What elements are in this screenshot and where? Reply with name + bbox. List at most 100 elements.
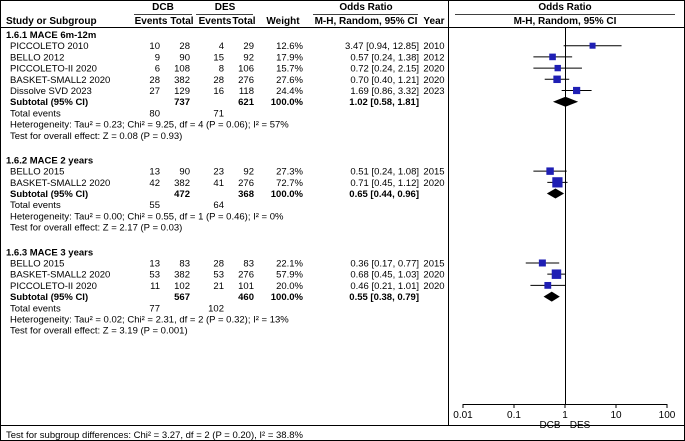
header-or-method-right: M-H, Random, 95% CI (514, 16, 617, 27)
des-events: 28 (213, 258, 224, 269)
x-axis-tick-label: 100 (659, 410, 676, 421)
subtotal-odds-ratio: 1.02 [0.58, 1.81] (349, 97, 419, 108)
dcb-total: 382 (174, 270, 190, 281)
header-or-title: Odds Ratio (339, 2, 392, 13)
study-year: 2020 (423, 178, 444, 189)
subtotal-des-total: 621 (238, 97, 255, 108)
subtotal-diamond (546, 188, 565, 199)
axis-label-des: DES (570, 420, 591, 431)
total-events-des: 71 (213, 108, 224, 119)
dcb-total: 129 (174, 86, 190, 97)
study-point-estimate (552, 177, 563, 188)
study-odds-ratio: 1.69 [0.86, 3.32] (350, 86, 419, 97)
subtotal-des-total: 368 (238, 189, 254, 200)
study-year: 2020 (423, 75, 444, 86)
study-year: 2020 (423, 270, 444, 281)
header-dcb-total: Total (170, 16, 193, 27)
dcb-total: 382 (174, 75, 190, 86)
dcb-total: 102 (174, 281, 190, 292)
heterogeneity-stats: Heterogeneity: Tau² = 0.02; Chi² = 2.31,… (10, 314, 289, 325)
subtotal-dcb-total: 567 (174, 292, 190, 303)
study-name: PICCOLETO-II 2020 (10, 281, 97, 292)
subtotal-label: Subtotal (95% CI) (10, 97, 88, 108)
dcb-events: 42 (149, 178, 160, 189)
study-name: PICCOLETO 2010 (10, 41, 89, 52)
study-odds-ratio: 0.70 [0.40, 1.21] (350, 75, 419, 86)
overall-effect-test: Test for overall effect: Z = 3.19 (P = 0… (10, 326, 188, 337)
study-point-estimate (573, 86, 581, 95)
study-weight: 17.9% (276, 52, 303, 63)
des-events: 21 (213, 281, 224, 292)
subtotal-diamond (552, 96, 579, 107)
study-weight: 27.3% (276, 167, 303, 178)
study-weight: 15.7% (276, 64, 303, 75)
study-name: BASKET-SMALL2 2020 (10, 178, 110, 189)
des-total: 276 (238, 75, 254, 86)
subtotal-label: Subtotal (95% CI) (10, 292, 88, 303)
dcb-total: 90 (179, 167, 190, 178)
header-des: DES (215, 2, 236, 13)
subtotal-diamond (543, 291, 560, 302)
header-weight: Weight (266, 16, 300, 27)
study-year: 2020 (423, 64, 444, 75)
dcb-events: 28 (149, 75, 160, 86)
des-events: 41 (213, 178, 224, 189)
study-odds-ratio: 0.57 [0.24, 1.38] (350, 52, 419, 63)
study-weight: 12.6% (276, 41, 303, 52)
subtotal-weight: 100.0% (271, 189, 304, 200)
subtotal-dcb-total: 472 (174, 189, 190, 200)
des-total: 92 (243, 167, 254, 178)
heterogeneity-stats: Heterogeneity: Tau² = 0.23; Chi² = 9.25,… (10, 120, 289, 131)
x-axis-tick-label: 0.01 (453, 410, 473, 421)
subgroup-title: 1.6.3 MACE 3 years (6, 247, 93, 258)
study-name: PICCOLETO-II 2020 (10, 64, 97, 75)
study-year: 2010 (423, 41, 444, 52)
dcb-events: 53 (149, 270, 160, 281)
study-point-estimate (554, 64, 561, 72)
study-weight: 24.4% (276, 86, 303, 97)
des-total: 29 (243, 41, 254, 52)
dcb-events: 13 (149, 167, 160, 178)
des-events: 28 (213, 75, 224, 86)
total-events-dcb: 80 (149, 108, 160, 119)
subgroup-title: 1.6.2 MACE 2 years (6, 155, 93, 166)
heterogeneity-stats: Heterogeneity: Tau² = 0.00; Chi² = 0.55,… (10, 211, 284, 222)
study-odds-ratio: 0.72 [0.24, 2.15] (350, 64, 419, 75)
x-axis-tick-label: 0.1 (507, 410, 521, 421)
table-header: DCB DES Odds Ratio Odds Ratio Study or S… (6, 2, 617, 27)
header-study: Study or Subgroup (6, 16, 97, 27)
study-point-estimate (553, 75, 561, 84)
des-total: 276 (238, 270, 254, 281)
header-des-events: Events (199, 16, 232, 27)
dcb-events: 27 (149, 86, 160, 97)
subgroup-title: 1.6.1 MACE 6m-12m (6, 30, 96, 41)
study-weight: 22.1% (276, 258, 303, 269)
study-point-estimate (544, 281, 552, 289)
subgroup-difference-test: Test for subgroup differences: Chi² = 3.… (6, 430, 304, 441)
header-dcb-events: Events (135, 16, 168, 27)
study-point-estimate (549, 53, 556, 61)
study-odds-ratio: 3.47 [0.94, 12.85] (345, 41, 419, 52)
dcb-total: 382 (174, 178, 190, 189)
total-events-label: Total events (10, 200, 61, 211)
study-point-estimate (546, 167, 554, 175)
des-events: 4 (219, 41, 224, 52)
dcb-events: 9 (155, 52, 160, 63)
study-odds-ratio: 0.46 [0.21, 1.01] (350, 281, 419, 292)
total-events-dcb: 55 (149, 200, 160, 211)
des-total: 106 (238, 64, 254, 75)
header-des-total: Total (232, 16, 255, 27)
des-total: 276 (238, 178, 254, 189)
dcb-total: 108 (174, 64, 190, 75)
dcb-events: 13 (149, 258, 160, 269)
subtotal-dcb-total: 737 (174, 97, 190, 108)
study-name: BELLO 2012 (10, 52, 64, 63)
dcb-events: 10 (149, 41, 160, 52)
total-events-des: 102 (208, 303, 224, 314)
header-or-title-right: Odds Ratio (538, 2, 591, 13)
subtotal-label: Subtotal (95% CI) (10, 189, 88, 200)
overall-effect-test: Test for overall effect: Z = 0.08 (P = 0… (10, 131, 182, 142)
study-name: BASKET-SMALL2 2020 (10, 270, 110, 281)
des-total: 83 (243, 258, 254, 269)
study-odds-ratio: 0.68 [0.45, 1.03] (350, 270, 419, 281)
